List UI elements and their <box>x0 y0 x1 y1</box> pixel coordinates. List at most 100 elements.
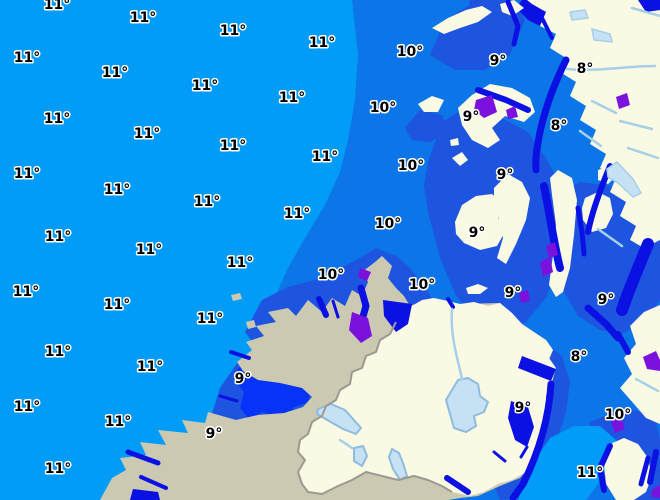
kilbrannan-sound <box>575 205 587 257</box>
loughros-inlet <box>218 394 239 403</box>
right-edge-water <box>647 449 659 485</box>
galloway-landmass <box>620 305 660 424</box>
temperature-label: 10° <box>398 158 424 174</box>
temperature-label: 9° <box>206 426 223 442</box>
lorn-cold-patch <box>616 93 630 109</box>
temperature-label: 8° <box>551 118 568 134</box>
temperature-label: 11° <box>44 111 70 127</box>
sligo-inlet-south <box>139 475 168 490</box>
highland-loch-2 <box>591 27 613 43</box>
ireland-uk-border <box>297 321 453 495</box>
highland-river-4 <box>626 146 660 160</box>
lough-neagh <box>445 377 489 433</box>
firth-of-clyde <box>616 238 654 316</box>
larne-cold-patch <box>643 351 660 371</box>
clyde-cold-patch <box>540 257 553 277</box>
highland-river-5 <box>630 6 660 18</box>
sound-of-mull <box>475 87 531 113</box>
tiree-island <box>418 96 444 112</box>
temperature-label: 11° <box>197 311 223 327</box>
sea-9deg-band-tiree <box>405 110 448 142</box>
islay-island <box>455 194 505 250</box>
sound-of-jura <box>540 182 564 272</box>
isle-of-man-west-water <box>597 443 613 493</box>
trawbreaga-cold-patch <box>358 268 371 281</box>
temperature-label: 9° <box>505 285 522 301</box>
dundrum-bay <box>492 450 507 463</box>
highland-river-2 <box>578 129 603 148</box>
man-north-cold-patch <box>611 417 625 433</box>
temperature-label: 11° <box>14 399 40 415</box>
temperature-label: 10° <box>375 216 401 232</box>
temperature-label: 11° <box>130 10 156 26</box>
lake-river-layer <box>316 6 660 481</box>
lower-lough-erne <box>316 403 362 435</box>
highland-river-3 <box>590 99 618 115</box>
temperature-label: 11° <box>577 465 603 481</box>
river-erne <box>338 438 354 450</box>
temperature-label: 11° <box>227 255 253 271</box>
man-south-cold-patch <box>651 485 660 498</box>
temperature-label: 11° <box>104 182 130 198</box>
temperature-label: 10° <box>397 44 423 60</box>
temperature-label: 10° <box>605 407 631 423</box>
lough-melvin <box>353 445 368 467</box>
loch-linnhe <box>532 56 570 174</box>
highland-river-1 <box>618 119 654 131</box>
mull-south-cold-patch <box>474 95 497 118</box>
temperature-label: 9° <box>463 109 480 125</box>
temperature-label: 9° <box>515 400 532 416</box>
temperature-label: 9° <box>497 167 514 183</box>
temperature-label: 11° <box>14 50 40 66</box>
temperature-labels-layer: 11° 11° 11° 11° 10° 9° 8° 11° 11° 11° 11° 10° 9° 8° 11… <box>11 0 632 483</box>
rathlin-island <box>466 284 488 294</box>
temperature-label: 11° <box>194 194 220 210</box>
strangford-lough <box>508 401 534 447</box>
temperature-label: 11° <box>44 0 70 13</box>
galloway-river <box>634 377 660 393</box>
temperature-label: 11° <box>104 297 130 313</box>
temperature-label: 10° <box>370 100 396 116</box>
temperature-label: 11° <box>136 242 162 258</box>
temperature-label: 9° <box>490 53 507 69</box>
temperature-label: 11° <box>137 359 163 375</box>
strangford-narrows <box>519 445 529 459</box>
temperature-label: 11° <box>309 35 335 51</box>
lough-swilly <box>357 284 370 324</box>
jura-island <box>494 174 530 264</box>
sligo-inlet-north <box>125 449 161 466</box>
purple-layer <box>349 93 660 498</box>
isle-of-man-east-water <box>638 455 651 487</box>
carlingford-lough <box>444 475 471 495</box>
ards-coast-water <box>509 380 555 500</box>
temperature-label: 11° <box>192 78 218 94</box>
temperature-label: 11° <box>220 23 246 39</box>
temperature-label: 11° <box>45 461 71 477</box>
mull-east-cold-patch <box>506 106 518 119</box>
border-layer <box>297 321 453 495</box>
highland-loch-1 <box>569 9 590 21</box>
sligo-bay-patch <box>130 489 160 500</box>
temperature-label: 11° <box>312 149 338 165</box>
gweebarra-inlet <box>229 350 251 360</box>
temperature-label: 11° <box>220 138 246 154</box>
temperature-label: 8° <box>571 349 588 365</box>
temperature-label: 9° <box>598 292 615 308</box>
temperature-label: 10° <box>409 277 435 293</box>
sea-11deg-patch-irish-sea <box>518 426 616 500</box>
sheephaven-bay <box>316 296 329 318</box>
temperature-label: 11° <box>45 344 71 360</box>
top-right-loch <box>638 0 660 12</box>
temperature-label: 11° <box>45 229 71 245</box>
temperature-label: 9° <box>469 225 486 241</box>
lough-foyle <box>383 300 412 332</box>
coll-island <box>432 6 492 34</box>
jura-cold-patch-1 <box>546 242 558 258</box>
bann-estuary <box>446 297 455 309</box>
temperature-label: 11° <box>13 284 39 300</box>
loch-awe <box>606 161 643 198</box>
temperature-label: 11° <box>102 65 128 81</box>
argyll-river <box>596 227 624 248</box>
